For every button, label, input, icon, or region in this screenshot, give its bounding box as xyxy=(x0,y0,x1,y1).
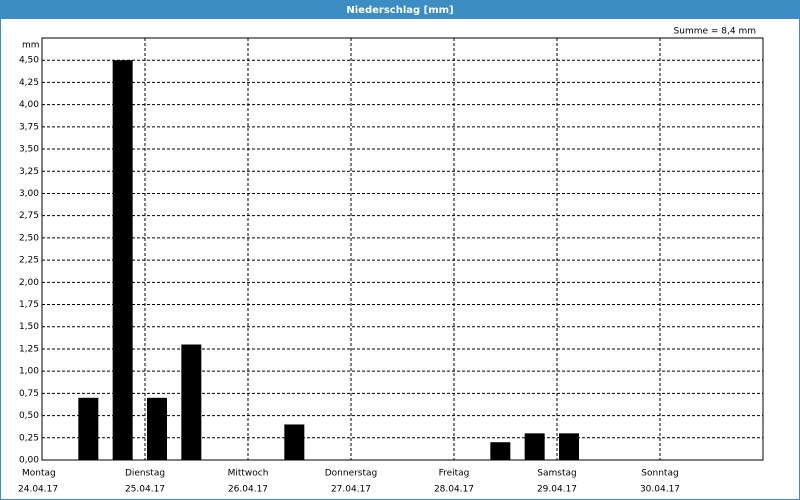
y-tick-label: 3,25 xyxy=(19,167,39,177)
day-date: 28.04.17 xyxy=(434,485,474,495)
y-tick-label: 1,25 xyxy=(19,344,39,354)
window-title: Niederschlag [mm] xyxy=(346,5,453,16)
summary: Summe = 8,4 mm xyxy=(674,27,756,37)
y-tick-label: 0,25 xyxy=(19,433,39,443)
y-tick-label: 4,00 xyxy=(19,100,39,110)
bar xyxy=(524,433,545,460)
y-tick-label: 4,25 xyxy=(19,78,39,88)
bar xyxy=(147,397,167,460)
day-date: 29.04.17 xyxy=(537,485,577,495)
day-date: 25.04.17 xyxy=(125,485,165,495)
y-tick-label: 1,50 xyxy=(19,322,39,332)
y-axis-label: mm xyxy=(22,41,40,51)
day-date: 26.04.17 xyxy=(228,485,268,495)
y-tick-label: 0,75 xyxy=(19,389,39,399)
day-date: 30.04.17 xyxy=(640,485,680,495)
day-name: Freitag xyxy=(439,469,470,479)
day-name: Samstag xyxy=(537,469,576,479)
day-name: Dienstag xyxy=(125,469,165,479)
y-tick-label: 2,75 xyxy=(19,211,39,221)
y-tick-label: 4,50 xyxy=(19,56,39,66)
y-tick-label: 3,50 xyxy=(19,145,39,155)
y-tick-label: 0,00 xyxy=(19,456,39,466)
plot-border xyxy=(41,37,764,461)
bar xyxy=(284,424,305,460)
bar xyxy=(112,60,133,461)
y-tick-label: 2,25 xyxy=(19,256,39,266)
bar xyxy=(78,397,99,460)
day-name: Sonntag xyxy=(641,469,678,479)
y-tick-label: 1,00 xyxy=(19,367,39,377)
day-name: Montag xyxy=(22,469,56,479)
day-name: Donnerstag xyxy=(325,469,378,479)
day-date: 27.04.17 xyxy=(331,485,371,495)
y-tick-label: 2,50 xyxy=(19,233,39,243)
y-tick-label: 1,75 xyxy=(19,300,39,310)
y-tick-label: 0,50 xyxy=(19,411,39,421)
title-bar xyxy=(0,0,800,19)
bar xyxy=(559,433,579,460)
bar xyxy=(181,344,202,460)
y-tick-label: 2,00 xyxy=(19,278,39,288)
day-name: Mittwoch xyxy=(228,469,269,479)
y-tick-label: 3,75 xyxy=(19,122,39,132)
day-date: 24.04.17 xyxy=(18,485,58,495)
y-tick-label: 3,00 xyxy=(19,189,39,199)
bar xyxy=(490,442,511,460)
